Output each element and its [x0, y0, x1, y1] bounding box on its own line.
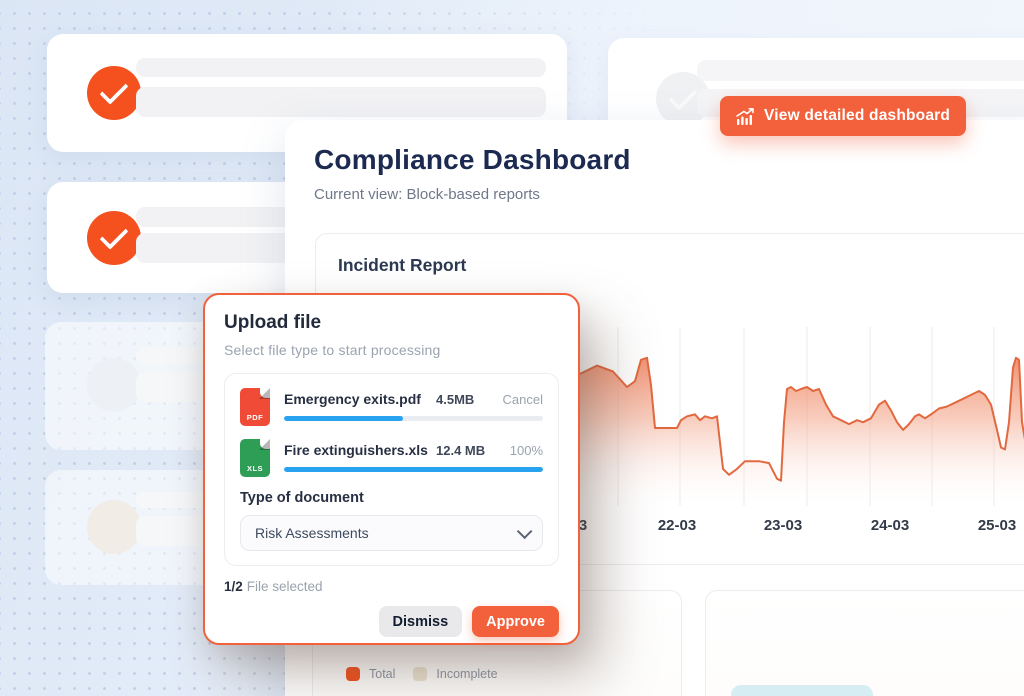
incident-report-card: Incident Report 21-03 22-03 23-03 24 — [315, 233, 1024, 565]
files-selected-summary: 1/2 File selected — [224, 579, 559, 594]
view-dashboard-label: View detailed dashboard — [764, 107, 951, 124]
incident-chart-svg — [563, 327, 1024, 510]
x-axis-label: 25-03 — [977, 517, 1017, 534]
bar-chart-icon — [736, 107, 754, 125]
files-selected-text: File selected — [246, 579, 323, 594]
upload-progress-bar — [284, 416, 543, 421]
placeholder-block — [731, 685, 873, 696]
dismiss-button[interactable]: Dismiss — [378, 606, 463, 637]
approve-button[interactable]: Approve — [472, 606, 559, 637]
pending-circle-icon — [87, 358, 141, 412]
legend-label-total: Total — [369, 667, 396, 681]
upload-file-modal: Upload file Select file type to start pr… — [203, 293, 580, 645]
pending-circle-icon — [87, 500, 141, 554]
file-name: Fire extinguishers.xls — [284, 442, 428, 458]
pdf-file-icon: PDF — [240, 387, 271, 426]
cancel-upload-button[interactable]: Cancel — [502, 392, 543, 407]
file-row-main: Emergency exits.pdf 4.5MB Cancel — [284, 388, 543, 426]
xls-file-icon: XLS — [240, 438, 271, 477]
chart-legend: Total Incomplete — [346, 667, 516, 681]
checkmark-icon — [668, 81, 698, 111]
chevron-down-icon — [516, 523, 533, 539]
x-axis: 21-03 22-03 23-03 24-03 25-03 — [549, 517, 1024, 539]
summary-card-right — [705, 590, 1024, 696]
modal-title: Upload file — [224, 312, 322, 333]
document-type-select[interactable]: Risk Assessments — [240, 515, 543, 551]
xls-icon-label: XLS — [246, 464, 264, 473]
legend-swatch-incomplete — [413, 667, 428, 681]
type-of-document-label: Type of document — [240, 490, 364, 506]
modal-actions: Dismiss Approve — [224, 606, 559, 637]
file-size: 4.5MB — [436, 392, 475, 407]
file-list-box: PDF Emergency exits.pdf 4.5MB Cancel XLS — [224, 373, 559, 566]
incident-report-title: Incident Report — [338, 255, 467, 275]
file-row: XLS Fire extinguishers.xls 12.4 MB 100% — [240, 438, 543, 477]
page-subtitle: Current view: Block-based reports — [314, 186, 540, 203]
files-selected-count: 1/2 — [224, 579, 243, 594]
file-row: PDF Emergency exits.pdf 4.5MB Cancel — [240, 387, 543, 426]
x-axis-label: 22-03 — [657, 517, 697, 534]
view-dashboard-button[interactable]: View detailed dashboard — [720, 96, 967, 136]
page-title: Compliance Dashboard — [314, 144, 631, 175]
upload-progress-bar — [284, 467, 543, 472]
checkmark-icon — [99, 75, 129, 105]
modal-subtitle: Select file type to start processing — [224, 342, 441, 358]
legend-swatch-total — [346, 667, 360, 681]
file-size: 12.4 MB — [436, 443, 486, 458]
placeholder-bar — [697, 60, 1024, 81]
x-axis-label: 24-03 — [870, 517, 910, 534]
incident-chart — [561, 301, 1024, 511]
upload-percent: 100% — [509, 443, 543, 458]
file-name: Emergency exits.pdf — [284, 391, 421, 407]
pdf-icon-label: PDF — [246, 413, 264, 422]
x-axis-label: 23-03 — [763, 517, 803, 534]
file-row-main: Fire extinguishers.xls 12.4 MB 100% — [284, 439, 543, 477]
checkmark-icon — [99, 220, 129, 250]
check-circle-icon — [87, 66, 141, 120]
document-type-value: Risk Assessments — [255, 525, 369, 541]
placeholder-bar — [136, 58, 546, 77]
upload-progress-fill — [284, 416, 404, 421]
legend-label-incomplete: Incomplete — [436, 667, 498, 681]
check-circle-icon — [87, 211, 141, 265]
upload-progress-fill — [284, 467, 543, 472]
placeholder-bar — [136, 87, 546, 117]
